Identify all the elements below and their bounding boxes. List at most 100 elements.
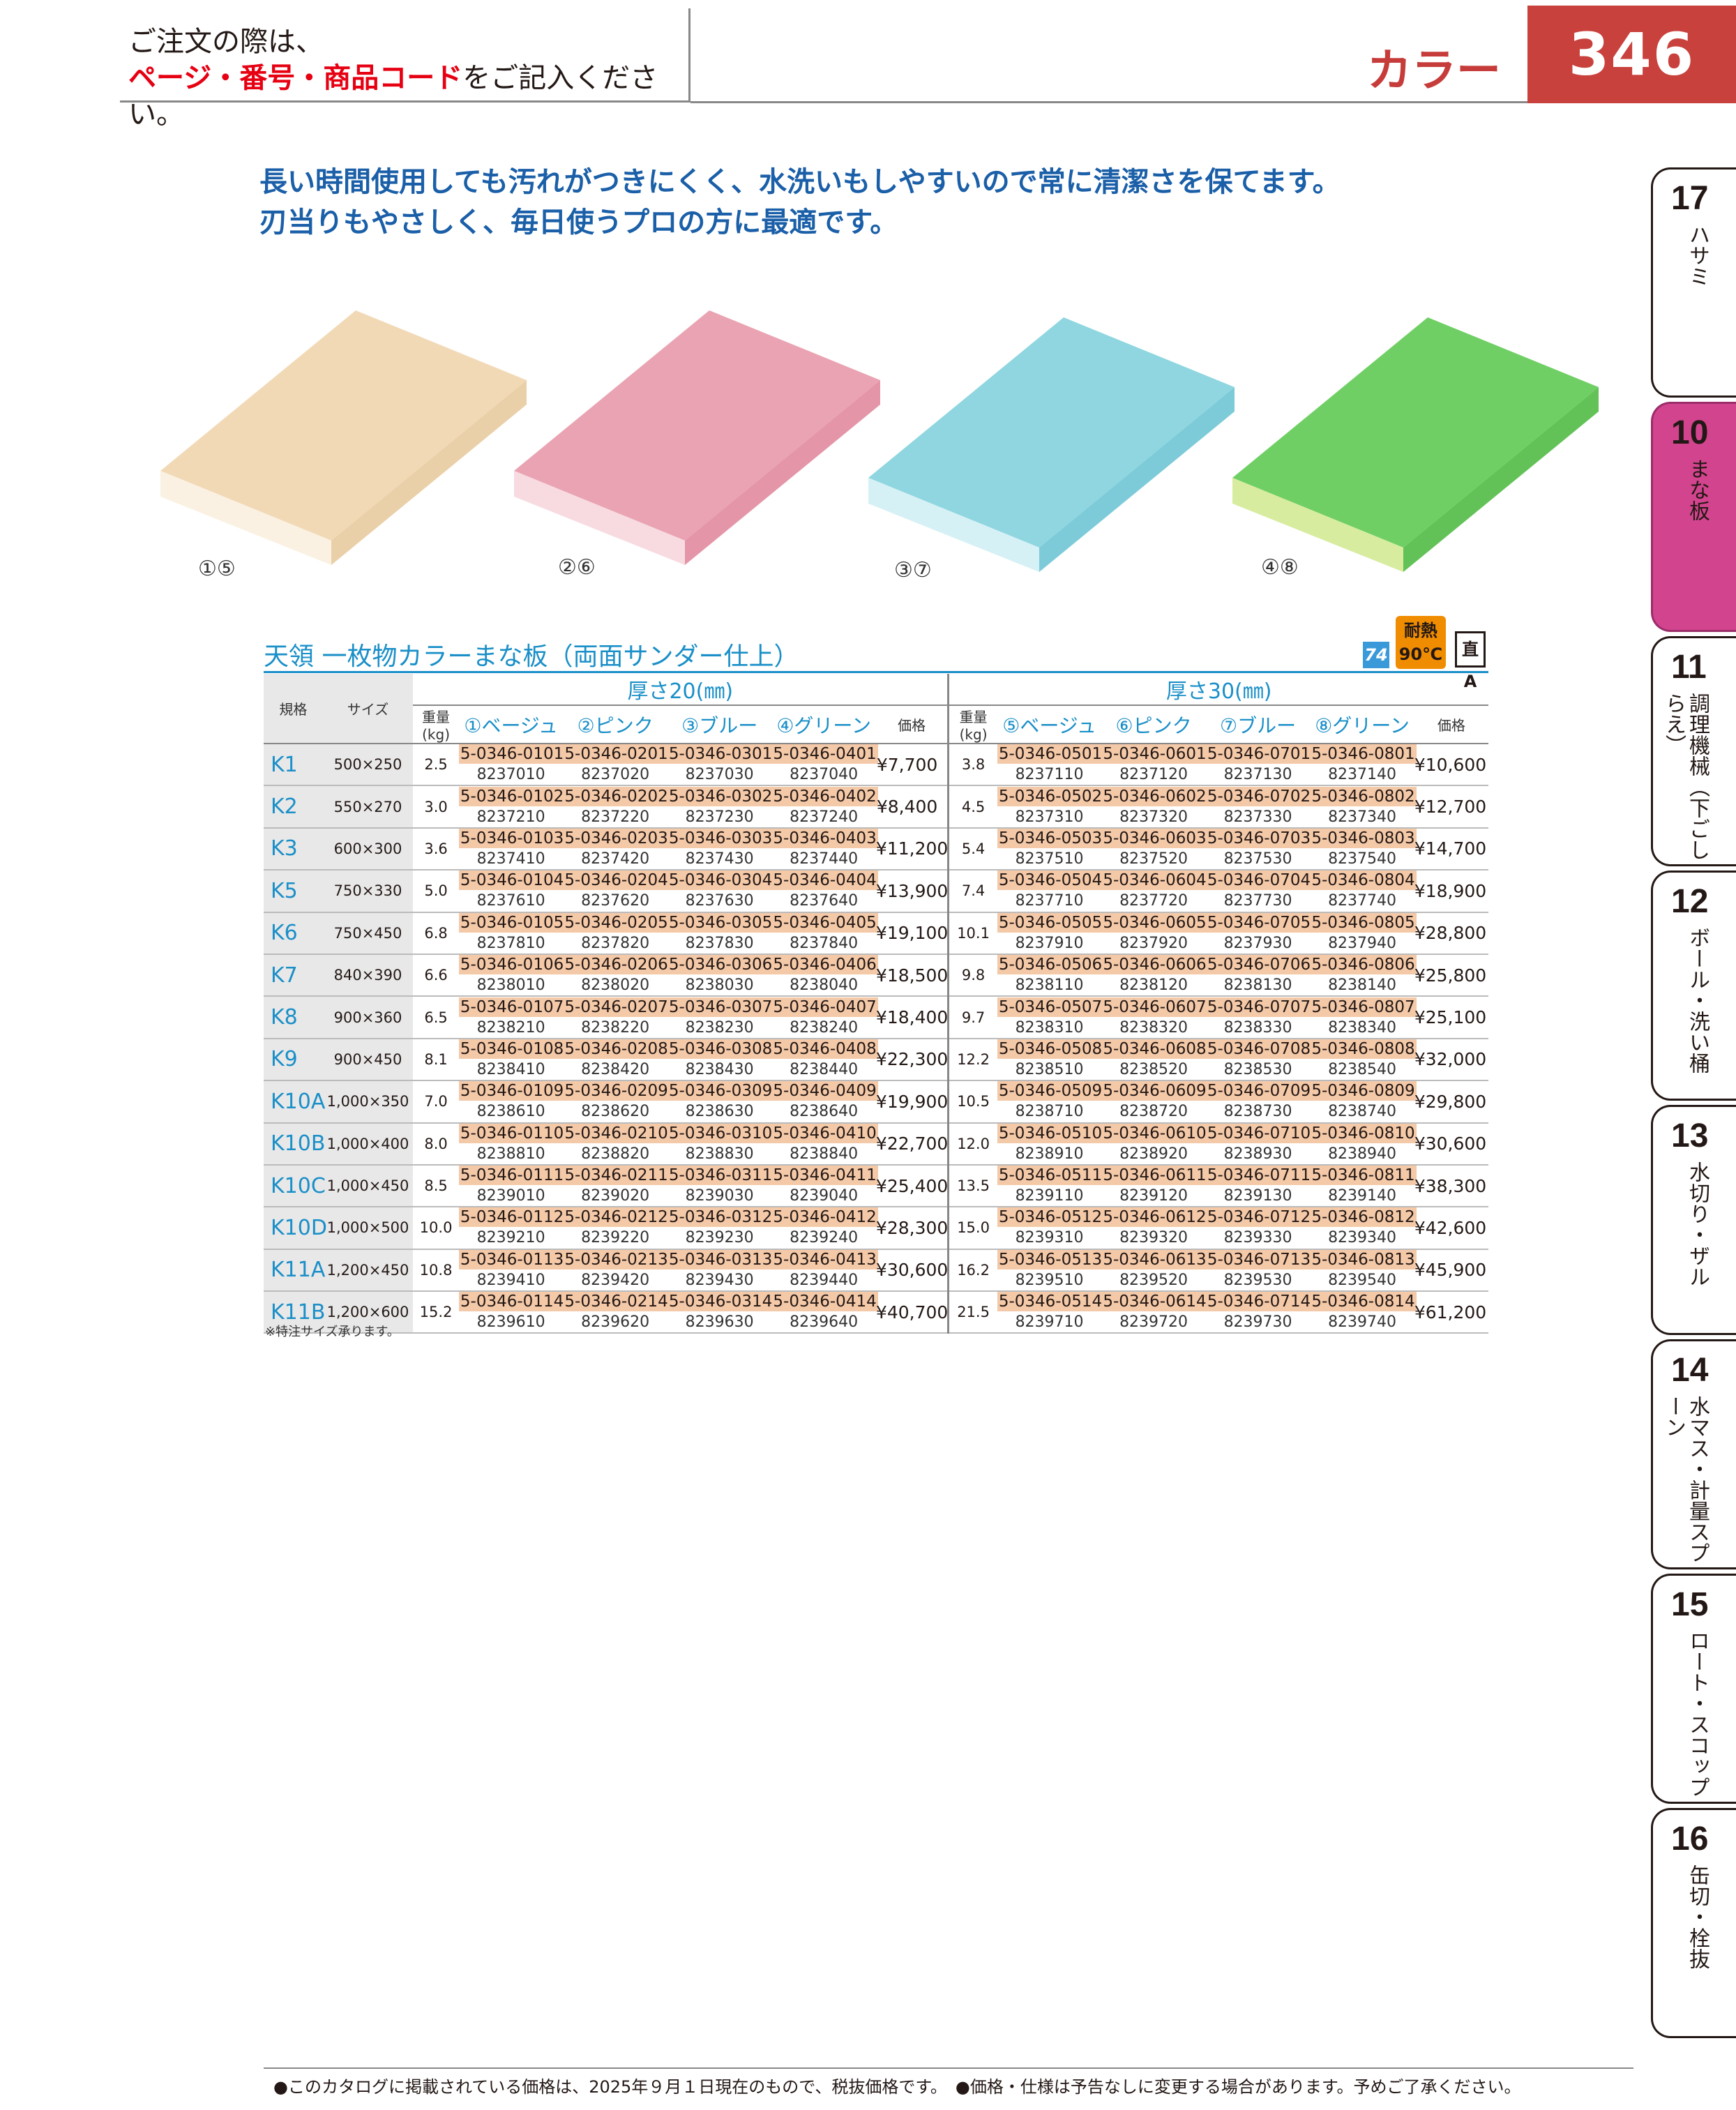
product-code-cell: 5-0346-0713 8239530 (1205, 1249, 1313, 1293)
order-number: 5-0346-0110 (458, 1123, 566, 1143)
price-20-cell: ¥7,700 (875, 744, 949, 787)
order-number: 5-0346-0806 (1310, 955, 1417, 975)
product-code-cell: 5-0346-0703 8237530 (1205, 827, 1313, 871)
product-code-cell: 5-0346-0306 8238030 (667, 954, 774, 997)
product-code-cell: 5-0346-0101 8237010 (458, 744, 566, 787)
custom-size-note: ※特注サイズ承ります。 (265, 1325, 400, 1339)
product-code-cell: 5-0346-0607 8238320 (1101, 996, 1208, 1039)
header-thickness-30: 厚さ30(㎜) (947, 674, 1488, 706)
order-number: 5-0346-0212 (563, 1207, 670, 1228)
size-cell: 1,000×500 (322, 1207, 414, 1250)
side-tab-number: 16 (1671, 1821, 1709, 1857)
jan-code: 8239510 (1015, 1271, 1084, 1289)
side-tab-12[interactable]: 12 ボール・洗い桶 (1651, 871, 1736, 1101)
jan-code: 8239620 (581, 1313, 650, 1332)
order-number: 5-0346-0503 (997, 828, 1104, 848)
product-code-cell: 5-0346-0114 8239610 (458, 1291, 566, 1334)
jan-code: 8238320 (1119, 1018, 1188, 1037)
size-cell: 600×300 (322, 827, 414, 871)
product-code-cell: 5-0346-0211 8239020 (563, 1164, 670, 1208)
product-code-cell: 5-0346-0110 8238810 (458, 1122, 566, 1166)
order-number: 5-0346-0604 (1101, 871, 1208, 891)
product-code-cell: 5-0346-0501 8237110 (997, 744, 1104, 787)
price-30-cell: ¥38,300 (1414, 1164, 1488, 1208)
jan-code: 8237210 (476, 808, 545, 826)
jan-code: 8238410 (476, 1060, 545, 1078)
header-weight-20: 重量(kg) (413, 705, 459, 744)
product-code-cell: 5-0346-0511 8239110 (997, 1164, 1104, 1208)
order-number: 5-0346-0111 (458, 1166, 566, 1186)
weight-30-cell: 4.5 (947, 785, 997, 829)
jan-code: 8237620 (581, 892, 650, 910)
jan-code: 8239530 (1223, 1271, 1292, 1289)
side-tab-14[interactable]: 14 水マス・計量スプーン (1651, 1339, 1736, 1569)
jan-code: 8237240 (790, 808, 859, 826)
order-number: 5-0346-0813 (1310, 1249, 1417, 1269)
product-code-cell: 5-0346-0714 8239730 (1205, 1291, 1313, 1334)
side-tab-16[interactable]: 16 缶切・栓抜 (1651, 1808, 1736, 2038)
side-tab-label: ロート・スコップ (1685, 1630, 1709, 1798)
order-number: 5-0346-0401 (771, 744, 878, 764)
jan-code: 8237110 (1015, 766, 1084, 784)
size-cell: 840×390 (322, 954, 414, 997)
product-code-cell: 5-0346-0106 8238010 (458, 954, 566, 997)
product-code-cell: 5-0346-0611 8239120 (1101, 1164, 1208, 1208)
side-tab-13[interactable]: 13 水切り・ザル (1651, 1105, 1736, 1335)
order-number: 5-0346-0708 (1205, 1039, 1313, 1059)
jan-code: 8239630 (685, 1313, 754, 1332)
order-number: 5-0346-0704 (1205, 871, 1313, 891)
jan-code: 8238120 (1119, 977, 1188, 995)
side-tab-10[interactable]: 10 まな板 (1651, 402, 1736, 632)
order-number: 5-0346-0713 (1205, 1249, 1313, 1269)
size-cell: 900×360 (322, 996, 414, 1039)
model-cell: K2 (264, 785, 323, 829)
product-code-cell: 5-0346-0408 8238440 (771, 1038, 878, 1082)
jan-code: 8238910 (1015, 1145, 1084, 1163)
price-30-cell: ¥29,800 (1414, 1080, 1488, 1124)
order-number: 5-0346-0309 (667, 1081, 774, 1101)
order-number: 5-0346-0204 (563, 871, 670, 891)
side-tab-label: 水切り・ザル (1685, 1161, 1709, 1287)
jan-code: 8238710 (1015, 1103, 1084, 1121)
product-code-cell: 5-0346-0305 8237830 (667, 912, 774, 955)
jan-code: 8237420 (581, 850, 650, 868)
weight-30-cell: 9.7 (947, 996, 997, 1039)
jan-code: 8237940 (1328, 934, 1397, 952)
product-code-cell: 5-0346-0310 8238830 (667, 1122, 774, 1166)
side-tab-17[interactable]: 17 ハサミ (1651, 167, 1736, 398)
order-number: 5-0346-0210 (563, 1123, 670, 1143)
product-code-cell: 5-0346-0702 8237330 (1205, 785, 1313, 829)
jan-code: 8238130 (1223, 977, 1292, 995)
order-number: 5-0346-0403 (771, 828, 878, 848)
side-tab-11[interactable]: 11 調理機械（下ごしらえ） (1651, 636, 1736, 866)
product-code-cell: 5-0346-0309 8238630 (667, 1080, 774, 1124)
order-number: 5-0346-0707 (1205, 997, 1313, 1017)
product-code-cell: 5-0346-0706 8238130 (1205, 954, 1313, 997)
weight-30-cell: 12.2 (947, 1038, 997, 1082)
jan-code: 8238010 (476, 977, 545, 995)
jan-code: 8239210 (476, 1229, 545, 1247)
order-number: 5-0346-0504 (997, 871, 1104, 891)
order-number: 5-0346-0613 (1101, 1249, 1208, 1269)
product-code-cell: 5-0346-0112 8239210 (458, 1207, 566, 1250)
order-number: 5-0346-0112 (458, 1207, 566, 1228)
product-code-cell: 5-0346-0603 8237520 (1101, 827, 1208, 871)
jan-code: 8238020 (581, 977, 650, 995)
jan-code: 8238920 (1119, 1145, 1188, 1163)
header-color-beige-20: ①ベージュ (458, 705, 564, 744)
weight-20-cell: 6.8 (413, 912, 459, 955)
order-number: 5-0346-0101 (458, 744, 566, 764)
product-code-cell: 5-0346-0208 8238420 (563, 1038, 670, 1082)
side-tab-15[interactable]: 15 ロート・スコップ (1651, 1574, 1736, 1804)
price-20-cell: ¥40,700 (875, 1291, 949, 1334)
jan-code: 8237930 (1223, 934, 1292, 952)
order-number: 5-0346-0607 (1101, 997, 1208, 1017)
product-code-cell: 5-0346-0210 8238820 (563, 1122, 670, 1166)
order-number: 5-0346-0703 (1205, 828, 1313, 848)
order-number: 5-0346-0702 (1205, 786, 1313, 806)
side-tab-label: ボール・洗い桶 (1685, 927, 1709, 1073)
order-number: 5-0346-0409 (771, 1081, 878, 1101)
jan-code: 8238820 (581, 1145, 650, 1163)
order-number: 5-0346-0502 (997, 786, 1104, 806)
jan-code: 8239340 (1328, 1229, 1397, 1247)
